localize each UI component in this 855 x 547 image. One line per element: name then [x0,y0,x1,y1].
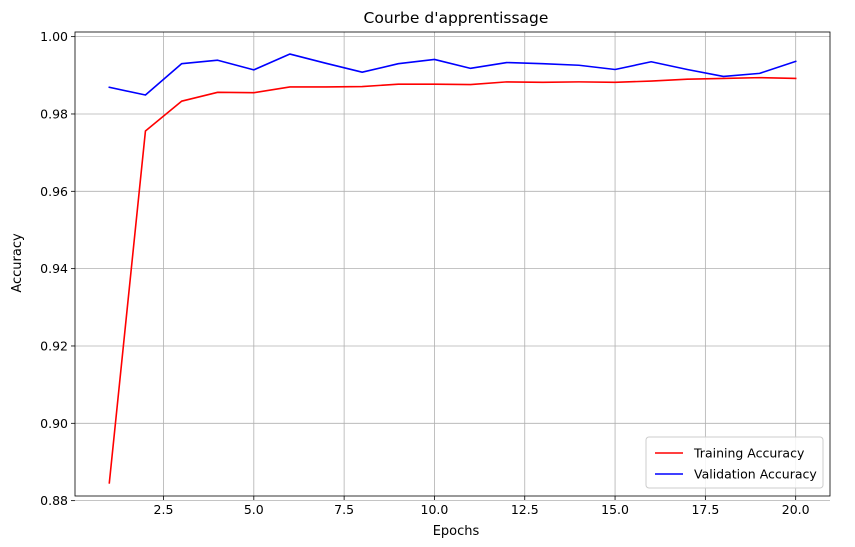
grid [75,32,830,502]
series-layer [108,53,797,484]
y-tick-label: 0.88 [40,493,68,508]
series-line-validation [108,53,797,96]
chart-title: Courbe d'apprentissage [364,9,549,27]
series-line-training [108,76,797,484]
legend-entry-label: Validation Accuracy [694,467,817,482]
y-tick-label: 0.94 [40,261,68,276]
x-tick-label: 7.5 [334,502,354,517]
y-axis-label: Accuracy [10,233,25,293]
x-axis-label: Epochs [433,524,480,539]
y-tick-label: 0.98 [40,106,68,121]
x-tick-label: 20.0 [782,502,810,517]
plot-frame [74,31,831,497]
y-tick-label: 0.90 [40,416,68,431]
y-tick-label: 0.92 [40,338,68,353]
axis-ticks: 2.5 5.0 7.5 10.0 12.5 15.0 17.5 20.0 0.88 0.90 0.9… [40,29,809,517]
x-tick-label: 17.5 [691,502,719,517]
x-tick-label: 15.0 [601,502,629,517]
legend-box [645,436,824,489]
legend-entry-label: Training Accuracy [693,446,805,461]
y-tick-label: 1.00 [40,29,68,44]
x-tick-label: 10.0 [421,502,449,517]
legend: Training Accuracy Validation Accuracy [645,436,824,489]
y-tick-label: 0.96 [40,184,68,199]
x-tick-label: 5.0 [244,502,264,517]
x-tick-label: 12.5 [511,502,539,517]
x-tick-label: 2.5 [154,502,174,517]
